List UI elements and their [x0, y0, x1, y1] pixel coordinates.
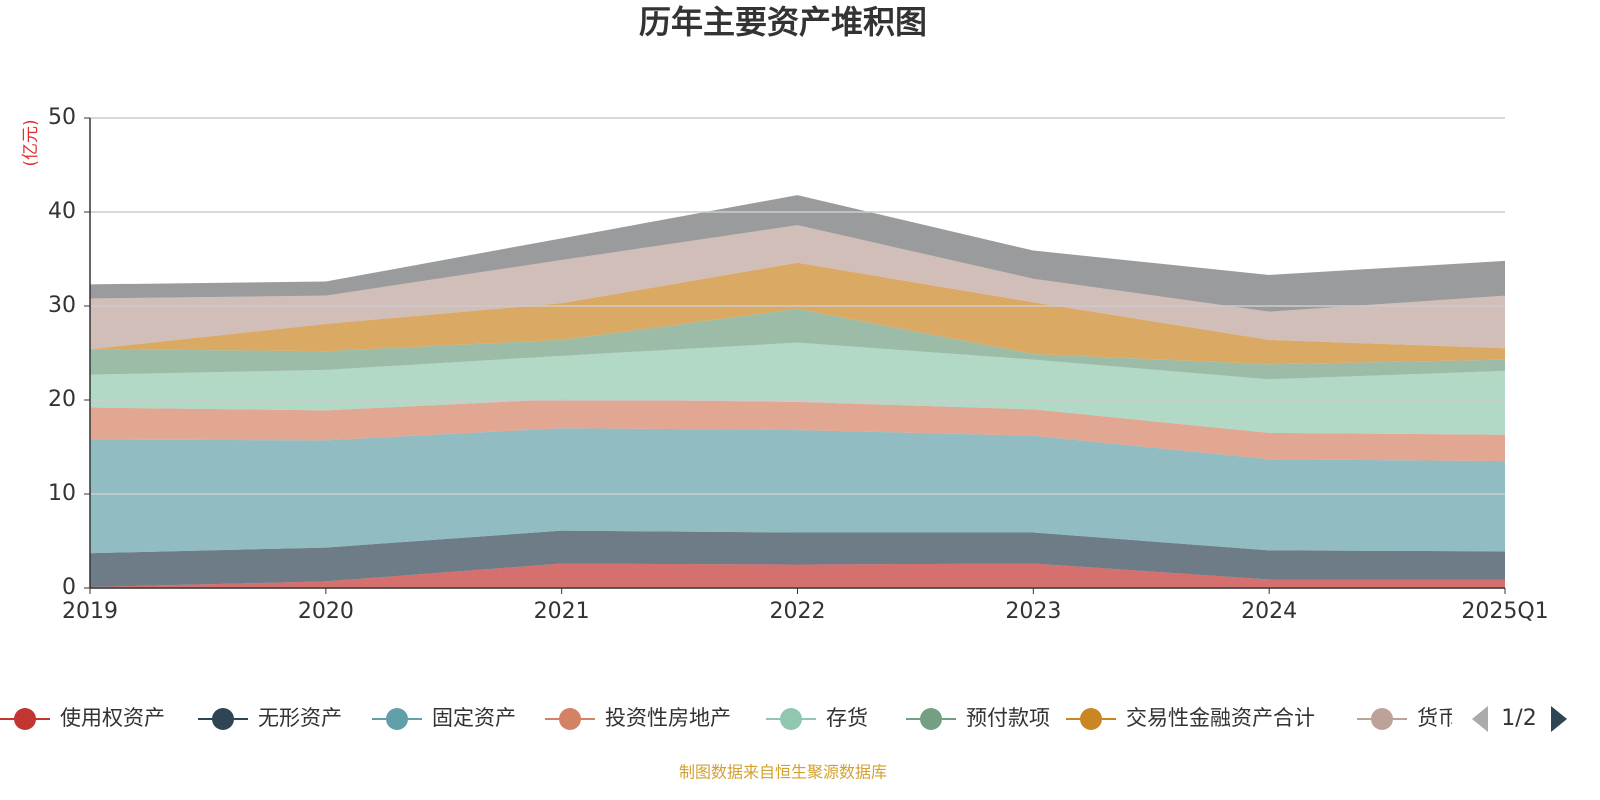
area	[90, 195, 1505, 312]
source-note: 制图数据来自恒生聚源数据库	[679, 763, 887, 782]
y-tick-label: 40	[48, 199, 76, 224]
y-tick-label: 10	[48, 481, 76, 506]
legend: 使用权资产 无形资产 固定资产 投资性房地产 存货 预付款项 交易性金融资产合计 货币	[0, 706, 1459, 730]
area	[90, 563, 1505, 588]
x-tick-label: 2023	[1005, 599, 1061, 624]
legend-label: 固定资产	[432, 706, 516, 730]
chart-title: 历年主要资产堆积图	[639, 3, 927, 41]
x-tick-label: 2020	[298, 599, 354, 624]
legend-marker	[386, 708, 408, 730]
legend-label: 存货	[826, 706, 868, 730]
area	[90, 399, 1505, 462]
y-unit: (亿元)	[21, 119, 41, 166]
area	[90, 342, 1505, 435]
y-tick-label: 50	[48, 105, 76, 130]
legend-page: 1/2	[1501, 706, 1536, 731]
area	[90, 262, 1505, 365]
area	[90, 428, 1505, 554]
legend-marker	[1371, 708, 1393, 730]
area	[90, 530, 1505, 588]
y-tick-label: 30	[48, 293, 76, 318]
legend-marker	[559, 708, 581, 730]
x-tick-label: 2021	[534, 599, 590, 624]
legend-label: 投资性房地产	[605, 706, 731, 730]
legend-marker	[780, 708, 802, 730]
plot-area	[90, 195, 1505, 588]
legend-label: 预付款项	[966, 706, 1050, 730]
area	[90, 308, 1505, 380]
y-tick-label: 0	[62, 575, 76, 600]
legend-marker	[920, 708, 942, 730]
legend-label: 货币	[1417, 706, 1459, 730]
y-tick-label: 20	[48, 387, 76, 412]
legend-prev[interactable]	[1472, 706, 1488, 732]
legend-marker	[212, 708, 234, 730]
legend-next[interactable]	[1551, 706, 1567, 732]
legend-label: 无形资产	[258, 706, 342, 730]
area	[90, 225, 1505, 350]
x-tick-label: 2024	[1241, 599, 1297, 624]
legend-label: 使用权资产	[60, 706, 165, 730]
legend-marker	[14, 708, 36, 730]
legend-marker	[1080, 708, 1102, 730]
x-tick-label: 2019	[62, 599, 118, 624]
x-tick-label: 2022	[770, 599, 826, 624]
x-tick-label: 2025Q1	[1461, 599, 1548, 624]
legend-label: 交易性金融资产合计	[1126, 706, 1315, 730]
